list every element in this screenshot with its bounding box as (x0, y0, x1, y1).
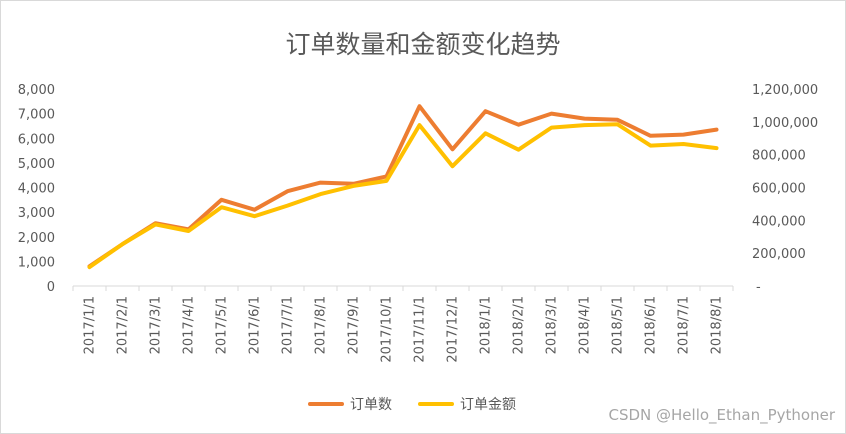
y-left-tick-label: 7,000 (18, 108, 55, 123)
x-tick-label: 2018/8/1 (710, 296, 725, 354)
x-tick-label: 2017/8/1 (314, 296, 329, 354)
legend: 订单数 订单金额 (308, 397, 516, 413)
x-tick-label: 2017/4/1 (182, 296, 197, 354)
legend-label: 订单金额 (460, 397, 516, 413)
x-tick-label: 2017/7/1 (281, 296, 296, 354)
y-right-tick-label: 400,000 (752, 214, 806, 229)
series-line-1 (87, 104, 719, 269)
y-left-tick-label: 2,000 (18, 231, 55, 246)
y-left-tick-label: 6,000 (18, 132, 55, 147)
x-tick-label: 2017/3/1 (149, 296, 164, 354)
x-tick-label: 2017/1/1 (83, 296, 98, 354)
y-left-tick-label: 1,000 (18, 255, 55, 270)
y-left-tick-label: 0 (47, 280, 55, 295)
x-tick-label: 2018/1/1 (479, 296, 494, 354)
x-tick-label: 2017/12/1 (446, 296, 461, 363)
series-layer (87, 104, 719, 270)
y-right-tick-label: 600,000 (752, 182, 806, 197)
chart-title: 订单数量和金额变化趋势 (285, 30, 560, 59)
y-right-tick-label: 200,000 (752, 247, 806, 262)
y-left-tick-label: 5,000 (18, 157, 55, 172)
y-right-tick-label: 1,000,000 (752, 116, 818, 131)
x-tick-label: 2018/5/1 (611, 296, 626, 354)
y-left-tick-label: 4,000 (18, 182, 55, 197)
axes: 2017/1/1 2017/2/1 2017/3/1 2017/4/1 2017/5/1… (18, 83, 818, 363)
x-tick-label: 2017/10/1 (380, 296, 395, 363)
x-tick-label: 2017/5/1 (215, 296, 230, 354)
x-tick-label: 2017/11/1 (413, 296, 428, 363)
x-tick-label: 2017/2/1 (116, 296, 131, 354)
x-tick-label: 2018/6/1 (644, 296, 659, 354)
y-right-tick-label: 800,000 (752, 149, 806, 164)
x-tick-label: 2018/7/1 (677, 296, 692, 354)
y-right-tick-label: - (756, 280, 761, 295)
legend-label: 订单数 (350, 397, 392, 413)
y-left-tick-label: 8,000 (18, 83, 55, 98)
x-tick-label: 2018/3/1 (545, 296, 560, 354)
watermark: CSDN @Hello_Ethan_Pythoner (608, 406, 835, 425)
x-tick-label: 2017/9/1 (347, 296, 362, 354)
x-tick-label: 2017/6/1 (248, 296, 263, 354)
y-left-tick-label: 3,000 (18, 206, 55, 221)
series-line-2 (87, 122, 719, 270)
x-tick-label: 2018/2/1 (512, 296, 527, 354)
x-tick-label: 2018/4/1 (578, 296, 593, 354)
y-right-tick-label: 1,200,000 (752, 83, 818, 98)
